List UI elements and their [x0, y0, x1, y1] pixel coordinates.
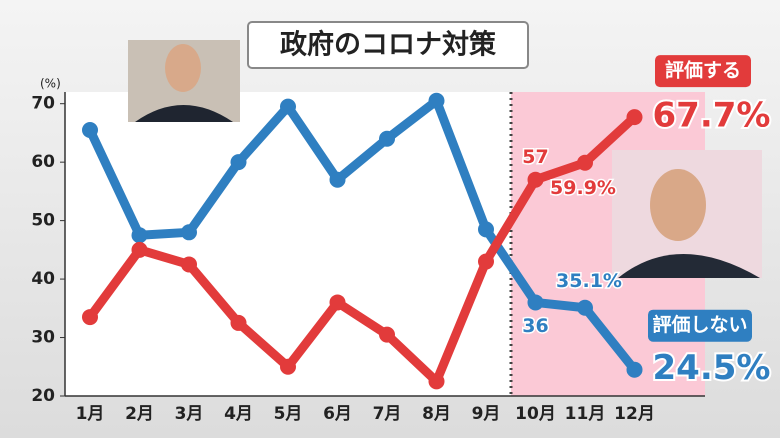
point [230, 154, 247, 171]
series-line [85, 96, 639, 373]
photo-left [128, 40, 240, 122]
point [379, 130, 395, 147]
point [329, 294, 346, 311]
point [131, 227, 148, 244]
x-tick-label: 9月 [472, 404, 501, 424]
y-tick-label: 30 [31, 328, 55, 348]
point [478, 253, 494, 270]
x-tick-label: 3月 [175, 404, 204, 424]
point [527, 294, 544, 311]
y-unit: (%) [40, 77, 61, 91]
point [379, 326, 395, 343]
point [230, 314, 247, 331]
point [428, 373, 445, 390]
data-label: 57 [522, 146, 548, 168]
y-tick-label: 50 [31, 211, 55, 231]
y-tick-label: 20 [31, 386, 55, 406]
data-label: 24.5% [653, 348, 771, 388]
point [577, 299, 593, 316]
legend-label: 評価する [665, 59, 741, 82]
chart-title: 政府のコロナ対策 [280, 29, 497, 61]
point [82, 309, 98, 326]
x-tick-label: 8月 [422, 404, 451, 424]
data-label: 36 [522, 315, 548, 337]
point [527, 171, 544, 188]
point [131, 241, 148, 258]
legend-box [648, 309, 752, 342]
point [181, 256, 197, 273]
x-tick-label: 11月 [565, 404, 606, 424]
x-tick-label: 12月 [614, 404, 655, 424]
legend-box [655, 55, 751, 88]
data-label: 59.9% [550, 177, 616, 199]
y-tick-label: 60 [31, 152, 55, 172]
legend-label: 評価しない [652, 313, 747, 336]
x-tick-label: 10月 [515, 404, 556, 424]
x-tick-label: 1月 [76, 404, 105, 424]
y-tick-label: 40 [31, 269, 55, 289]
data-label: 67.7% [653, 96, 771, 136]
point [280, 98, 296, 115]
x-tick-label: 5月 [274, 404, 303, 424]
x-tick-label: 4月 [224, 404, 253, 424]
photo-right [612, 150, 762, 278]
point [428, 92, 445, 109]
data-label: 35.1% [556, 270, 622, 292]
point [329, 171, 346, 188]
point [280, 358, 296, 375]
x-tick-label: 2月 [125, 404, 154, 424]
point [82, 122, 98, 138]
x-tick-label: 6月 [323, 404, 352, 424]
x-tick-label: 7月 [373, 404, 402, 424]
title-box [247, 21, 529, 69]
series-line [86, 113, 638, 386]
y-tick-label: 70 [31, 94, 55, 114]
point [478, 221, 494, 238]
point [181, 224, 197, 241]
point [626, 361, 643, 378]
point [577, 154, 593, 171]
point [626, 109, 643, 126]
